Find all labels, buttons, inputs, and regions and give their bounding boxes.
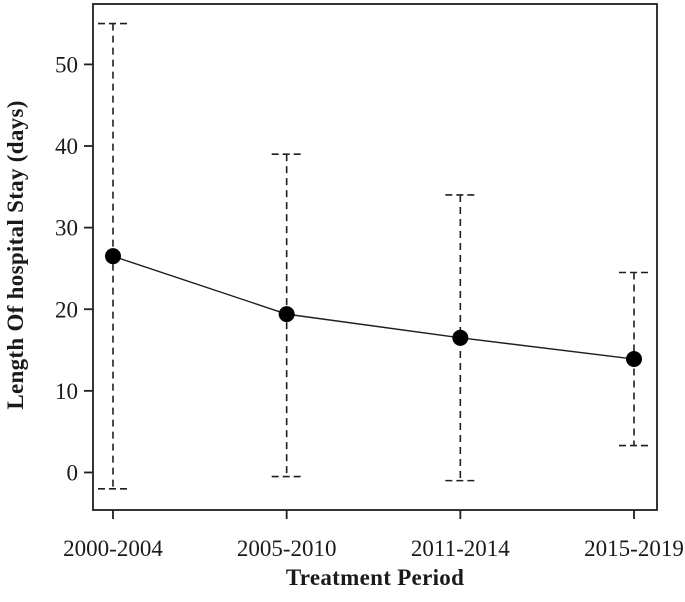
- y-tick-label: 30: [55, 216, 78, 241]
- y-tick-label: 50: [55, 52, 78, 77]
- mean-line: [112, 255, 635, 360]
- x-tick-label: 2015-2019: [584, 536, 684, 561]
- y-tick-label: 20: [55, 297, 78, 322]
- y-tick-label: 10: [55, 379, 78, 404]
- x-tick-label: 2000-2004: [63, 536, 163, 561]
- x-axis-title: Treatment Period: [285, 565, 465, 590]
- y-tick-label: 40: [55, 134, 78, 159]
- data-point: [105, 248, 121, 265]
- plot-box: [92, 3, 658, 511]
- data-point: [626, 351, 642, 368]
- y-axis-title: Length Of hospital Stay (days): [3, 100, 28, 410]
- x-tick-label: 2005-2010: [237, 536, 337, 561]
- data-point: [278, 306, 295, 323]
- x-tick-label: 2011-2014: [411, 536, 510, 561]
- y-tick-label: 0: [67, 461, 79, 486]
- data-point: [452, 329, 469, 346]
